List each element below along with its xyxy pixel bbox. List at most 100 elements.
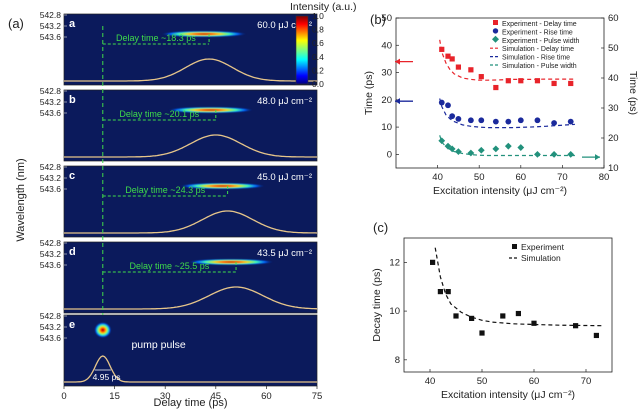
colorbar-gradient xyxy=(295,15,309,85)
data-point xyxy=(453,313,459,319)
temporal-profile-curve xyxy=(64,58,317,82)
y-tick-label: 30 xyxy=(381,68,392,79)
y-right-tick-label: 30 xyxy=(608,103,619,114)
pump-pulse-label: pump pulse xyxy=(131,339,185,351)
data-point xyxy=(517,117,524,124)
y-tick-label: 543.2 xyxy=(40,322,62,332)
y-tick-label: 543.2 xyxy=(40,173,62,183)
data-point xyxy=(568,80,574,87)
data-point xyxy=(593,332,599,339)
y-tick-label: 543.6 xyxy=(40,108,62,118)
y-tick-label: 50 xyxy=(381,13,392,24)
emission-spot xyxy=(179,182,266,190)
y-right-tick-label: 10 xyxy=(608,163,619,174)
subplot-letter: c xyxy=(69,170,75,182)
legend-label: Experiment - Rise time xyxy=(502,29,573,36)
data-point xyxy=(449,56,455,62)
data-point xyxy=(478,117,485,124)
colorbar-title: Intensity (a.u.) xyxy=(290,1,357,13)
data-point xyxy=(468,67,474,73)
legend-label: Simulation - Delay time xyxy=(502,46,574,53)
y-right-tick-label: 20 xyxy=(608,133,619,144)
data-point xyxy=(479,330,485,336)
legend-marker-swatch xyxy=(493,20,498,25)
series-simulation-rise-time xyxy=(439,98,575,129)
subplot-letter: a xyxy=(69,18,76,30)
data-point xyxy=(467,117,474,124)
scatter-panel-c: 40 50 60 70 8 10 12 Excitation intensity (μJ cm… xyxy=(371,237,613,401)
data-point xyxy=(534,78,541,84)
colorbar-tick-label: 0.0 xyxy=(312,79,324,89)
data-point xyxy=(449,113,456,120)
scatter-panel-b: 40 50 60 70 80 0 10 20 30 40 50 10 20 30 40 50 60 Time (p… xyxy=(363,13,639,197)
data-point xyxy=(550,150,558,158)
y-tick-label: 12 xyxy=(389,257,400,268)
intensity-label: 43.5 μJ cm⁻² xyxy=(257,248,312,259)
temporal-profile-curve xyxy=(64,134,317,158)
subplot-letter: b xyxy=(69,94,76,106)
data-point xyxy=(567,150,575,158)
delay-time-label: Delay time ~25.5 ps xyxy=(130,261,210,271)
data-point xyxy=(505,118,512,125)
simulation-line xyxy=(439,39,575,81)
y-tick-label: 542.8 xyxy=(40,86,62,96)
x-tick-label: 50 xyxy=(477,376,488,387)
panel-label-c: (c) xyxy=(373,220,388,235)
intensity-label: 48.0 μJ cm⁻² xyxy=(257,96,312,107)
data-point xyxy=(437,289,443,295)
intensity-label: 60.0 μJ cm⁻² xyxy=(257,20,312,31)
y-tick-label: 543.6 xyxy=(40,333,62,343)
data-point xyxy=(517,144,525,151)
data-point xyxy=(445,102,451,109)
data-point xyxy=(467,149,475,157)
y-tick-label: 0 xyxy=(387,149,392,160)
y-tick-label: 543.6 xyxy=(40,260,62,270)
axis-arrow-head xyxy=(395,98,400,105)
y-tick-label: 10 xyxy=(389,306,400,317)
x-axis-label: Excitation intensity (μJ cm⁻²) xyxy=(433,185,567,197)
y-right-tick-label: 60 xyxy=(608,13,619,24)
delay-time-label: Delay time ~20.1 ps xyxy=(119,109,199,119)
panel-label-a: (a) xyxy=(8,16,24,31)
x-axis-label: Excitation intensity (μJ cm⁻²) xyxy=(441,389,575,401)
legend-marker-swatch xyxy=(492,28,499,34)
temporal-profile-curve xyxy=(64,286,318,310)
y-tick-label: 543.2 xyxy=(40,21,62,31)
data-point xyxy=(551,80,557,87)
colorbar-tick-label: 0.4 xyxy=(312,52,324,62)
x-tick-label: 0 xyxy=(61,391,66,402)
x-tick-label: 45 xyxy=(211,391,222,402)
simulation-line xyxy=(434,247,602,327)
legend-label: Experiment xyxy=(521,242,565,252)
heatmap-background xyxy=(63,89,318,162)
y-tick-label: 542.8 xyxy=(40,10,62,20)
heatmap-ylabel: Wavelength (nm) xyxy=(15,158,27,241)
y-tick-label: 542.8 xyxy=(40,238,62,248)
data-point xyxy=(492,118,499,125)
y-axis-label: Time (ps) xyxy=(363,71,375,115)
data-point xyxy=(438,137,446,145)
data-point xyxy=(534,150,541,158)
emission-spot xyxy=(167,106,254,114)
intensity-label: 45.0 μJ cm⁻² xyxy=(257,172,312,183)
data-point xyxy=(518,78,524,84)
temporal-profile-curve xyxy=(64,210,318,234)
colorbar-tick-label: 0.8 xyxy=(312,25,324,35)
data-point xyxy=(444,142,452,150)
x-tick-label: 70 xyxy=(557,172,568,183)
emission-spot xyxy=(187,258,275,266)
data-point xyxy=(500,313,506,319)
data-point xyxy=(430,259,436,265)
legend-marker-swatch xyxy=(512,244,517,249)
y-tick-label: 40 xyxy=(381,40,392,51)
x-tick-label: 60 xyxy=(529,376,540,387)
delay-time-label: Delay time ~24.3 ps xyxy=(125,185,205,195)
simulation-line xyxy=(439,135,575,157)
data-point xyxy=(469,315,475,321)
data-point xyxy=(531,320,537,326)
